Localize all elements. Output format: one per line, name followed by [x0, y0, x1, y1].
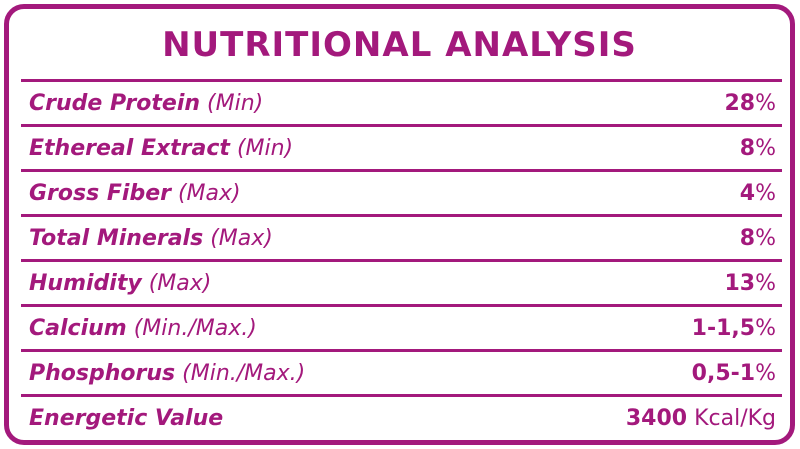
row-value: 28%: [724, 88, 776, 120]
row-value: 1-1,5%: [692, 313, 776, 345]
nutrient-name: Ethereal Extract: [29, 136, 230, 161]
nutrient-value: 4: [739, 181, 756, 206]
nutrition-row-crude-protein: Crude Protein (Min) 28%: [21, 79, 782, 124]
row-label: Crude Protein (Min): [29, 88, 263, 120]
row-value: 4%: [740, 178, 776, 210]
row-value: 0,5-1%: [692, 358, 776, 390]
nutrient-qualifier: (Max): [210, 226, 273, 251]
nutrient-name: Phosphorus: [29, 361, 176, 386]
nutrition-panel: NUTRITIONAL ANALYSIS Crude Protein (Min)…: [4, 4, 795, 445]
nutrient-value: 3400: [625, 406, 688, 431]
nutrient-value: 0,5-1: [691, 361, 756, 386]
nutrition-row-ethereal-extract: Ethereal Extract (Min) 8%: [21, 124, 782, 169]
row-label: Total Minerals (Max): [29, 223, 273, 255]
nutrient-value: 1-1,5: [691, 316, 756, 341]
nutrient-unit: %: [755, 136, 776, 161]
nutrient-value: 28: [724, 91, 756, 116]
nutrient-name: Crude Protein: [29, 91, 201, 116]
nutrient-qualifier: (Min): [236, 136, 294, 161]
nutrient-unit: Kcal/Kg: [687, 406, 776, 431]
nutrition-row-humidity: Humidity (Max) 13%: [21, 259, 782, 304]
nutrition-row-energetic-value: Energetic Value 3400 Kcal/Kg: [21, 394, 782, 439]
nutrient-unit: %: [755, 361, 776, 386]
nutrient-name: Calcium: [29, 316, 127, 341]
nutrient-qualifier: (Min./Max.): [182, 361, 306, 386]
nutrient-value: 8: [739, 226, 756, 251]
nutrient-qualifier: (Max): [177, 181, 241, 206]
nutrient-name: Energetic Value: [29, 406, 224, 431]
nutrient-name: Gross Fiber: [29, 181, 171, 206]
row-value: 3400 Kcal/Kg: [626, 403, 776, 435]
nutrient-unit: %: [755, 181, 776, 206]
nutrient-value: 13: [724, 271, 756, 296]
nutrition-row-gross-fiber: Gross Fiber (Max) 4%: [21, 169, 782, 214]
panel-title: NUTRITIONAL ANALYSIS: [162, 25, 637, 65]
nutrient-unit: %: [755, 226, 776, 251]
row-label: Calcium (Min./Max.): [29, 313, 257, 345]
row-value: 8%: [740, 133, 776, 165]
row-value: 8%: [740, 223, 776, 255]
nutrient-value: 8: [739, 136, 756, 161]
nutrient-qualifier: (Min./Max.): [133, 316, 257, 341]
nutrition-row-phosphorus: Phosphorus (Min./Max.) 0,5-1%: [21, 349, 782, 394]
nutrition-row-calcium: Calcium (Min./Max.) 1-1,5%: [21, 304, 782, 349]
nutrition-row-total-minerals: Total Minerals (Max) 8%: [21, 214, 782, 259]
row-label: Ethereal Extract (Min): [29, 133, 293, 165]
nutrition-table: Crude Protein (Min) 28% Ethereal Extract…: [21, 79, 782, 439]
nutrient-qualifier: (Min): [207, 91, 264, 116]
nutrient-unit: %: [755, 316, 776, 341]
nutrient-qualifier: (Max): [148, 271, 212, 296]
nutrient-name: Total Minerals: [29, 226, 204, 251]
row-label: Gross Fiber (Max): [29, 178, 241, 210]
nutrient-unit: %: [755, 271, 776, 296]
row-label: Energetic Value: [29, 403, 223, 435]
row-label: Humidity (Max): [29, 268, 211, 300]
row-label: Phosphorus (Min./Max.): [29, 358, 305, 390]
row-value: 13%: [724, 268, 776, 300]
nutrient-name: Humidity: [29, 271, 142, 296]
nutrient-unit: %: [755, 91, 776, 116]
